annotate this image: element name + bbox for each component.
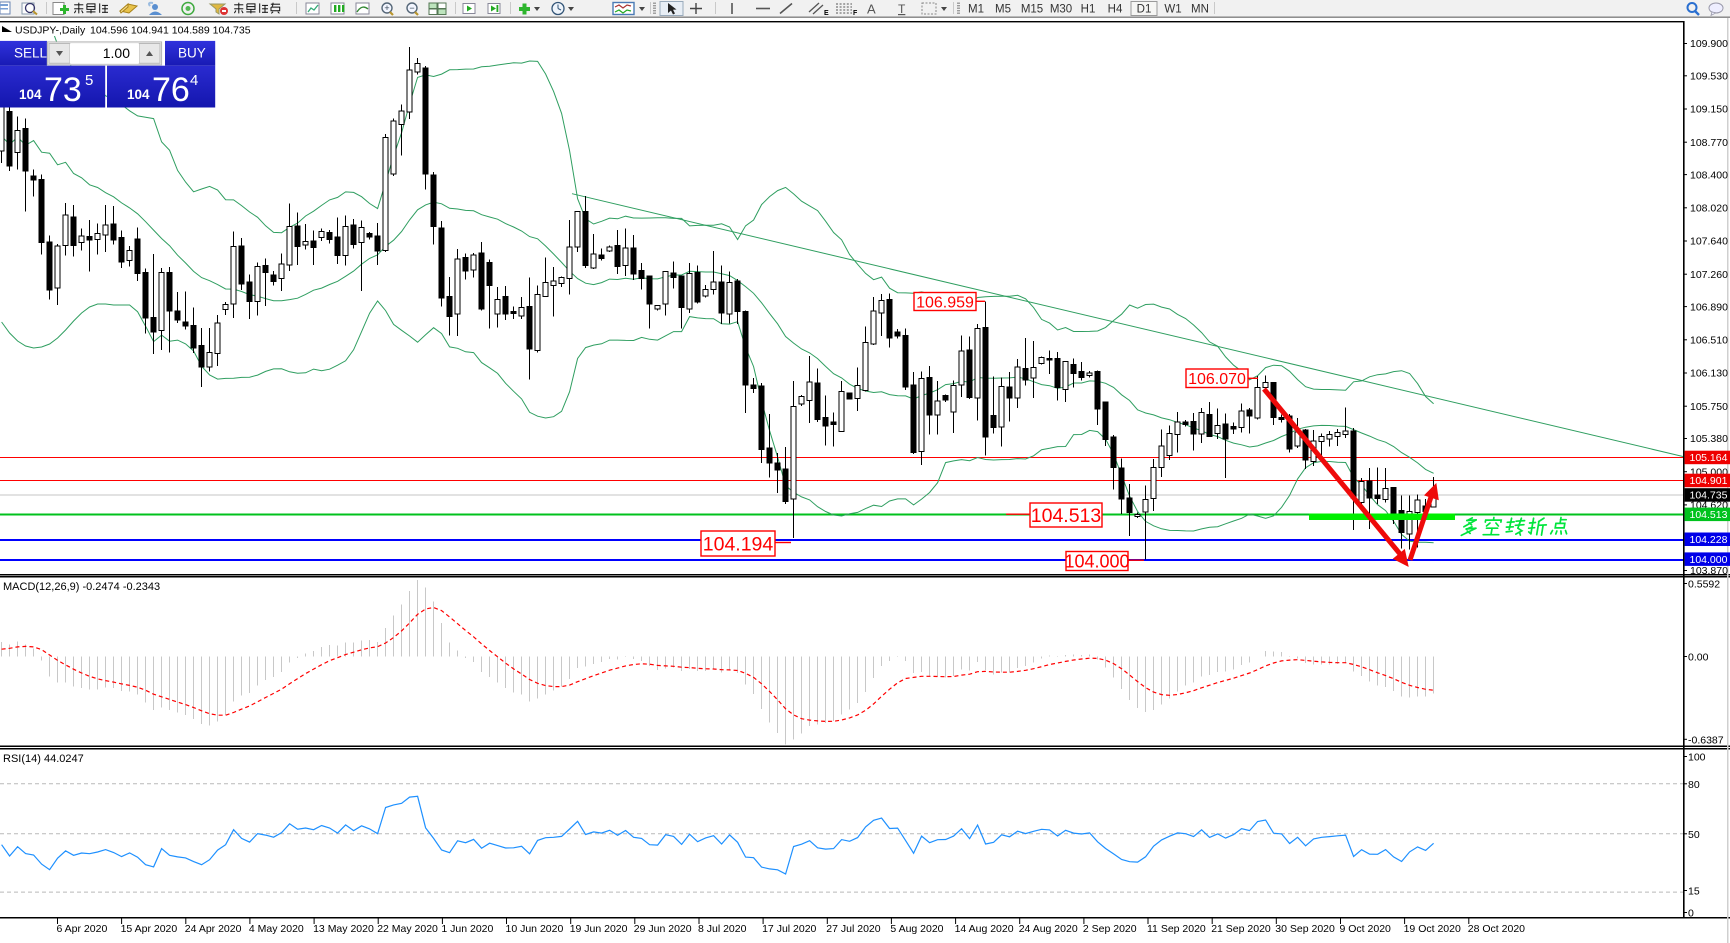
- svg-text:1.00: 1.00: [103, 45, 130, 61]
- svg-text:104.194: 104.194: [703, 534, 774, 556]
- svg-text:104.596 104.941 104.589 104.73: 104.596 104.941 104.589 104.735: [90, 25, 251, 37]
- svg-text:30 Sep 2020: 30 Sep 2020: [1275, 923, 1335, 935]
- svg-text:MACD(12,26,9) -0.2474 -0.2343: MACD(12,26,9) -0.2474 -0.2343: [3, 581, 160, 593]
- svg-text:24 Apr 2020: 24 Apr 2020: [185, 923, 242, 935]
- svg-text:H4: H4: [1108, 4, 1123, 16]
- svg-text:14 Aug 2020: 14 Aug 2020: [955, 923, 1014, 935]
- svg-text:T: T: [898, 2, 906, 16]
- svg-text:6 Apr 2020: 6 Apr 2020: [57, 923, 108, 935]
- svg-text:106.959: 106.959: [916, 294, 974, 311]
- svg-text:15 Apr 2020: 15 Apr 2020: [121, 923, 178, 935]
- svg-text:80: 80: [1688, 779, 1700, 791]
- svg-text:15: 15: [1688, 886, 1700, 898]
- svg-text:2 Sep 2020: 2 Sep 2020: [1083, 923, 1137, 935]
- svg-text:11 Sep 2020: 11 Sep 2020: [1147, 923, 1206, 935]
- svg-text:M30: M30: [1050, 4, 1072, 16]
- svg-text:107.640: 107.640: [1690, 236, 1728, 248]
- svg-text:-0.6387: -0.6387: [1688, 734, 1724, 746]
- svg-text:108.400: 108.400: [1690, 169, 1728, 181]
- svg-text:8 Jul 2020: 8 Jul 2020: [698, 923, 747, 935]
- svg-text:108.770: 108.770: [1690, 137, 1728, 149]
- svg-text:RSI(14) 44.0247: RSI(14) 44.0247: [3, 753, 84, 765]
- svg-text:−: −: [409, 3, 414, 13]
- svg-text:0: 0: [1688, 908, 1694, 920]
- svg-text:28 Oct 2020: 28 Oct 2020: [1468, 923, 1525, 935]
- svg-text:104.513: 104.513: [1690, 509, 1728, 521]
- svg-text:M5: M5: [995, 4, 1011, 16]
- svg-text:5 Aug 2020: 5 Aug 2020: [890, 923, 943, 935]
- svg-text:W1: W1: [1164, 4, 1181, 16]
- svg-text:104.735: 104.735: [1690, 490, 1728, 502]
- svg-text:104: 104: [127, 87, 150, 102]
- svg-text:104.228: 104.228: [1690, 534, 1728, 546]
- svg-text:29 Jun 2020: 29 Jun 2020: [634, 923, 692, 935]
- svg-text:103.870: 103.870: [1690, 565, 1728, 577]
- svg-text:22 May 2020: 22 May 2020: [377, 923, 438, 935]
- svg-text:BUY: BUY: [178, 46, 206, 61]
- svg-text:104.901: 104.901: [1690, 475, 1728, 487]
- svg-text:104.000: 104.000: [1064, 552, 1129, 572]
- svg-text:24 Aug 2020: 24 Aug 2020: [1019, 923, 1078, 935]
- svg-text:SELL: SELL: [14, 46, 48, 61]
- svg-text:107.260: 107.260: [1690, 269, 1728, 281]
- svg-text:100: 100: [1688, 752, 1706, 764]
- svg-text:106.070: 106.070: [1188, 371, 1246, 388]
- svg-text:104: 104: [19, 87, 42, 102]
- svg-text:5: 5: [85, 72, 93, 89]
- svg-text:A: A: [867, 2, 876, 17]
- svg-text:76: 76: [152, 71, 190, 109]
- svg-text:USDJPY-,Daily: USDJPY-,Daily: [15, 25, 86, 37]
- svg-text:17 Jul 2020: 17 Jul 2020: [762, 923, 816, 935]
- svg-text:105.164: 105.164: [1690, 452, 1728, 464]
- svg-text:4: 4: [190, 72, 198, 89]
- svg-text:50: 50: [1688, 829, 1700, 841]
- svg-text:104.513: 104.513: [1031, 505, 1102, 527]
- svg-text:109.150: 109.150: [1690, 104, 1728, 116]
- svg-text:105.380: 105.380: [1690, 433, 1728, 445]
- svg-text:D1: D1: [1137, 4, 1152, 16]
- svg-text:104.000: 104.000: [1690, 554, 1728, 566]
- svg-text:106.130: 106.130: [1690, 368, 1728, 380]
- svg-text:106.890: 106.890: [1690, 301, 1728, 313]
- svg-text:0.5592: 0.5592: [1688, 579, 1720, 591]
- svg-text:MN: MN: [1191, 4, 1209, 16]
- svg-text:4 May 2020: 4 May 2020: [249, 923, 304, 935]
- svg-text:10 Jun 2020: 10 Jun 2020: [506, 923, 564, 935]
- svg-text:109.530: 109.530: [1690, 71, 1728, 83]
- svg-text:+: +: [384, 3, 389, 13]
- svg-text:19 Oct 2020: 19 Oct 2020: [1404, 923, 1461, 935]
- svg-text:13 May 2020: 13 May 2020: [313, 923, 374, 935]
- svg-text:21 Sep 2020: 21 Sep 2020: [1211, 923, 1271, 935]
- svg-text:109.900: 109.900: [1690, 38, 1728, 50]
- svg-text:M1: M1: [968, 4, 984, 16]
- svg-text:106.510: 106.510: [1690, 335, 1728, 347]
- svg-text:0.00: 0.00: [1688, 652, 1709, 664]
- svg-text:105.750: 105.750: [1690, 401, 1728, 413]
- svg-text:108.020: 108.020: [1690, 203, 1728, 215]
- svg-text:73: 73: [44, 71, 82, 109]
- svg-text:E: E: [824, 10, 829, 17]
- svg-text:19 Jun 2020: 19 Jun 2020: [570, 923, 628, 935]
- svg-text:M15: M15: [1021, 4, 1043, 16]
- svg-text:1 Jun 2020: 1 Jun 2020: [441, 923, 493, 935]
- svg-text:27 Jul 2020: 27 Jul 2020: [826, 923, 880, 935]
- svg-text:9 Oct 2020: 9 Oct 2020: [1340, 923, 1392, 935]
- svg-text:F: F: [853, 10, 858, 17]
- svg-text:H1: H1: [1081, 4, 1096, 16]
